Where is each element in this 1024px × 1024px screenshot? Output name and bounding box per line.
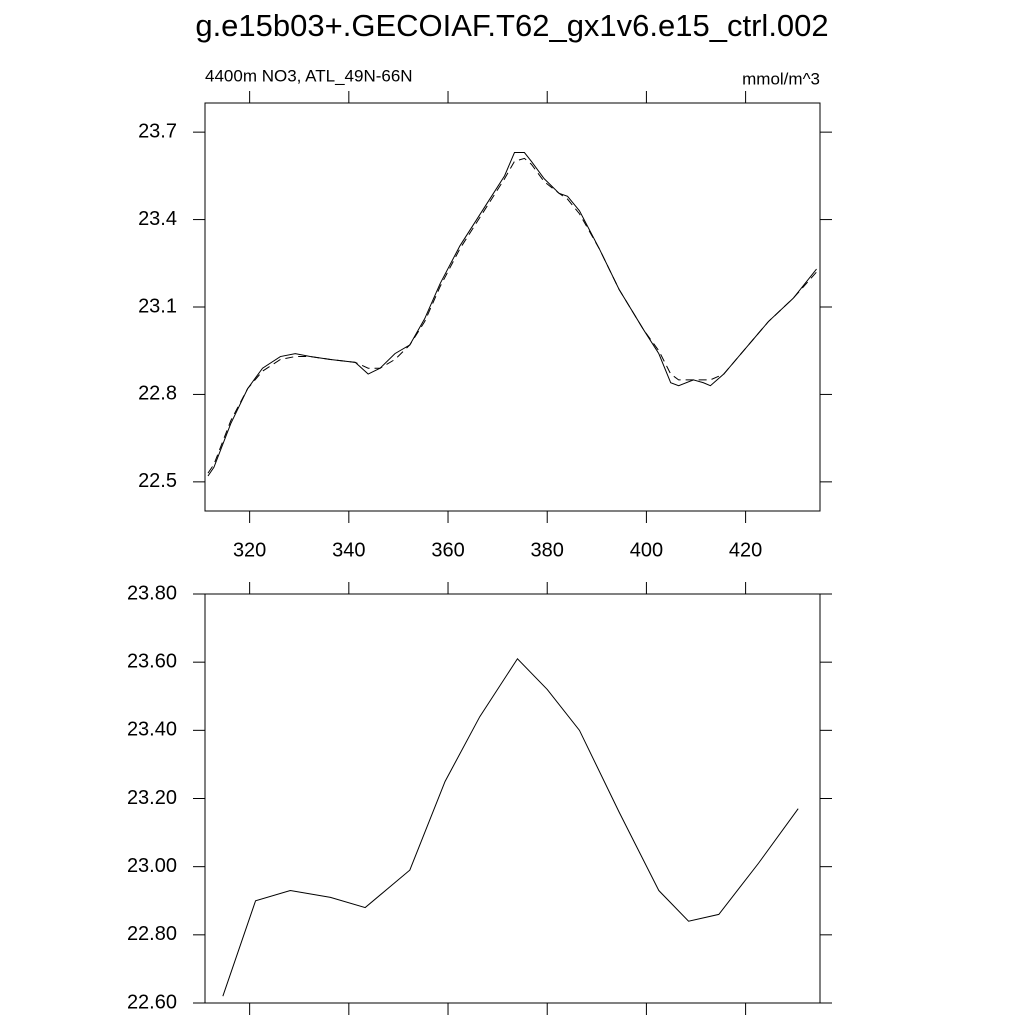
- x-tick-label: 360: [431, 539, 464, 561]
- subtitle: 4400m NO3, ATL_49N-66N: [205, 66, 413, 85]
- x-tick-label: 340: [332, 539, 365, 561]
- data-line: [207, 157, 817, 474]
- plot-frame: [204, 593, 821, 1004]
- data-line: [207, 152, 817, 477]
- y-tick-label: 23.1: [138, 295, 177, 317]
- x-tick-label: 400: [630, 539, 663, 561]
- y-tick-label: 23.4: [138, 208, 177, 230]
- y-tick-label: 23.00: [127, 855, 177, 877]
- y-tick-label: 23.80: [127, 582, 177, 604]
- y-tick-label: 23.60: [127, 650, 177, 672]
- chart-title: g.e15b03+.GECOIAF.T62_gx1v6.e15_ctrl.002: [195, 8, 828, 43]
- y-tick-label: 22.5: [138, 470, 177, 492]
- x-tick-label: 380: [531, 539, 564, 561]
- x-tick-label: 420: [729, 539, 762, 561]
- units: mmol/m^3: [742, 69, 820, 88]
- y-tick-label: 22.60: [127, 991, 177, 1013]
- y-tick-label: 23.40: [127, 719, 177, 741]
- y-tick-label: 23.20: [127, 787, 177, 809]
- y-tick-label: 22.80: [127, 923, 177, 945]
- x-tick-label: 320: [233, 539, 266, 561]
- data-line: [222, 657, 799, 997]
- y-tick-label: 23.7: [138, 120, 177, 142]
- y-tick-label: 22.8: [138, 383, 177, 405]
